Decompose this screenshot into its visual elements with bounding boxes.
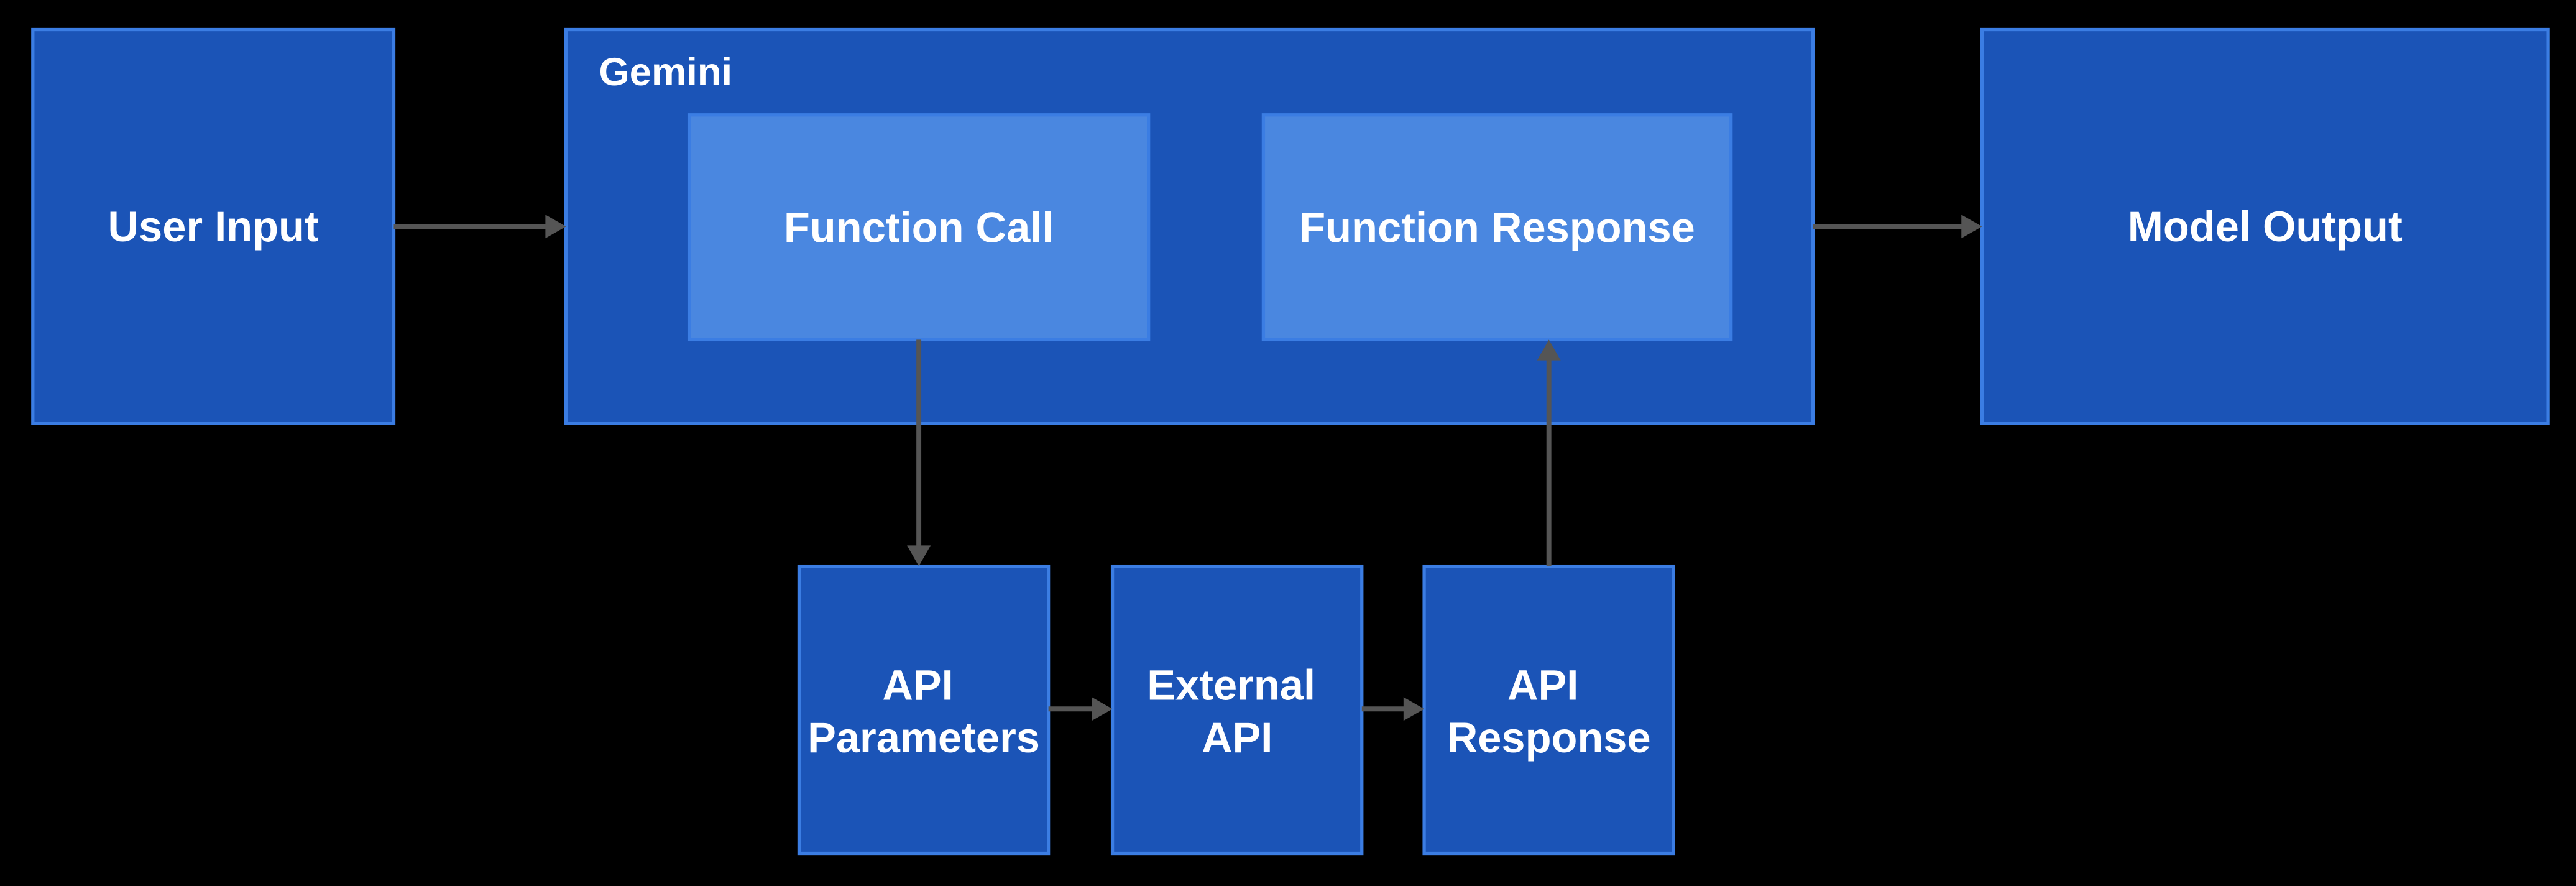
function-call-label: Function Call [784,203,1054,251]
gemini-container-label: Gemini [599,50,732,94]
function-response-label: Function Response [1299,203,1695,251]
model-output-label: Model Output [2128,203,2403,251]
node-api-response: API Response [1424,566,1673,854]
node-function-call: Function Call [689,115,1149,340]
node-external-api: External API [1113,566,1362,854]
flowchart-diagram: User Input Gemini Function Call Function… [0,0,2576,886]
edge-gemini_container-to-model_output [1813,215,1982,238]
node-model-output: Model Output [1982,30,2548,423]
user-input-label: User Input [108,203,319,251]
node-user-input: User Input [33,30,394,423]
node-api-parameters: API Parameters [799,566,1048,854]
edge-external_api-to-api_response [1362,697,1424,721]
edge-user_input-to-gemini_container [393,215,566,238]
edge-api_parameters-to-external_api [1049,697,1113,721]
node-function-response: Function Response [1263,115,1731,340]
